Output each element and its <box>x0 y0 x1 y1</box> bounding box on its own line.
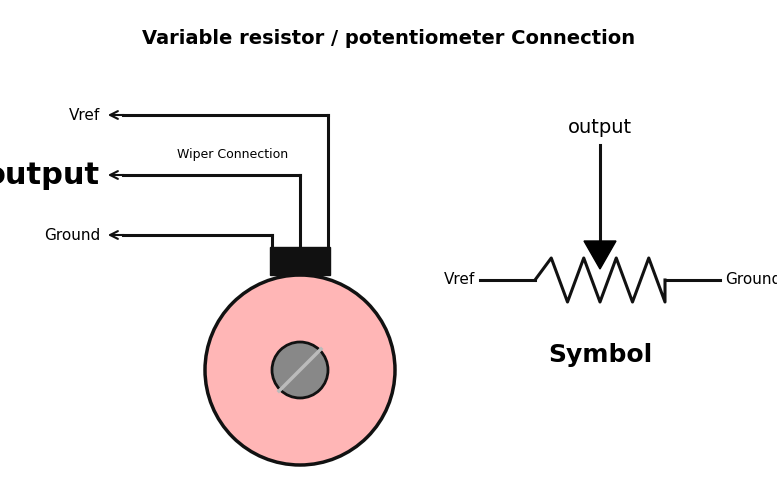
Text: Variable resistor / potentiometer Connection: Variable resistor / potentiometer Connec… <box>142 28 635 48</box>
Circle shape <box>205 275 395 465</box>
Text: Vref: Vref <box>68 108 100 122</box>
Text: Wiper Connection: Wiper Connection <box>177 148 288 161</box>
Text: Vref: Vref <box>444 273 475 288</box>
Text: Symbol: Symbol <box>548 343 652 367</box>
Circle shape <box>272 342 328 398</box>
Text: output: output <box>0 160 100 190</box>
Text: output: output <box>568 118 632 137</box>
Text: Ground: Ground <box>725 273 777 288</box>
Polygon shape <box>584 241 616 269</box>
Bar <box>270 247 330 275</box>
Text: Ground: Ground <box>44 228 100 242</box>
